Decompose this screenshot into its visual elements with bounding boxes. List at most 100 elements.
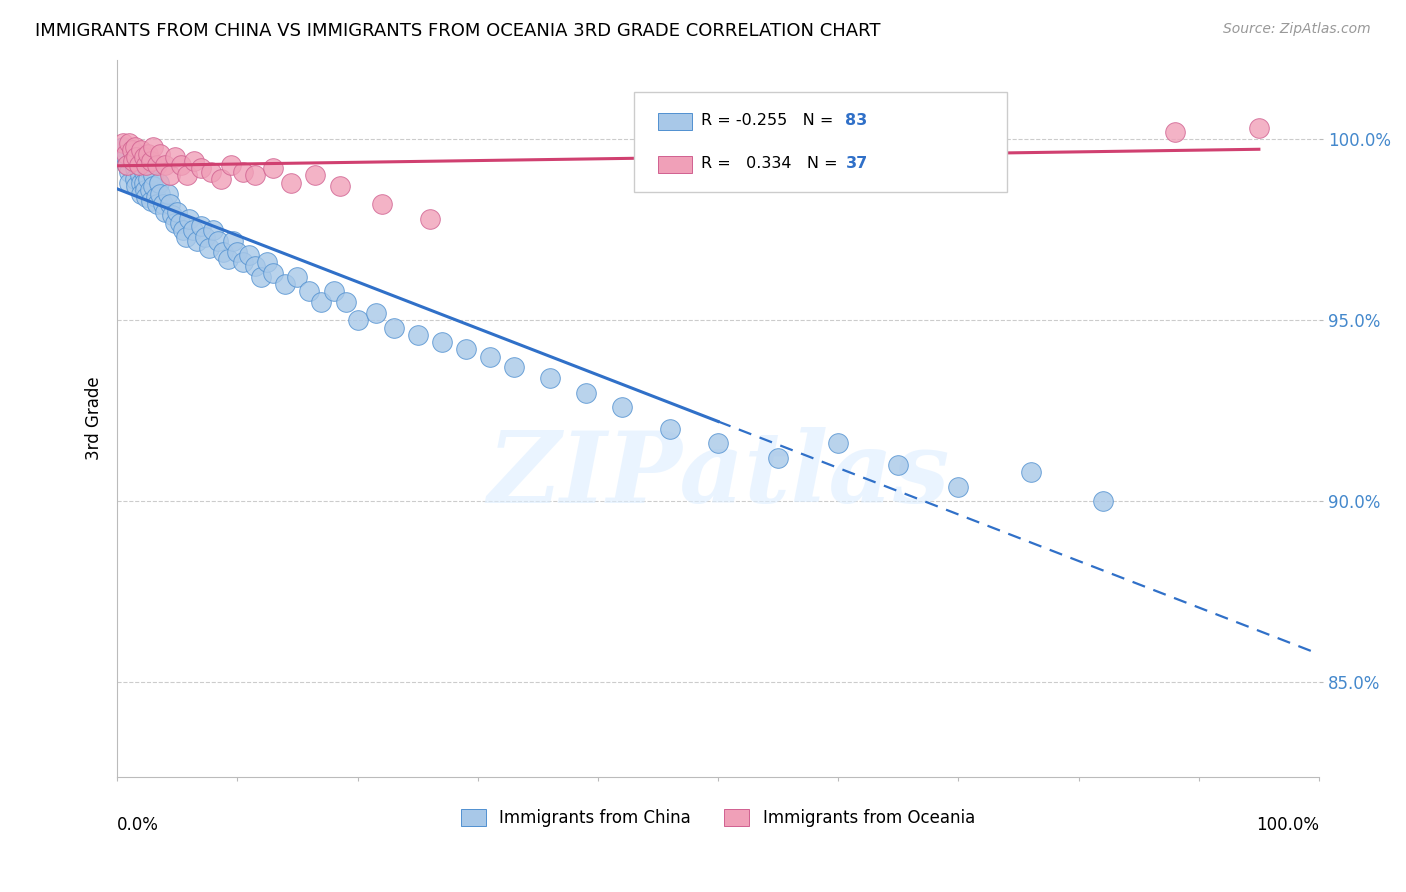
Point [146,158,169,172]
Point [1164,125,1187,139]
Text: 37: 37 [845,156,868,171]
Point [149,186,172,201]
Point [194,230,217,244]
Text: 100.0%: 100.0% [1256,816,1319,834]
Point [221,234,243,248]
Point [197,241,219,255]
Point [124,172,146,186]
Point [146,197,169,211]
Point [364,306,387,320]
Point [169,216,191,230]
Point [181,223,204,237]
Point [142,179,165,194]
Point [132,165,155,179]
Point [370,197,392,211]
Point [155,204,177,219]
Point [129,143,152,157]
Text: R = -0.255   N =: R = -0.255 N = [702,113,839,128]
Point [232,165,254,179]
Point [245,259,267,273]
Point [190,219,212,234]
Point [112,136,135,150]
Point [827,436,849,450]
Point [162,208,184,222]
Point [659,422,682,436]
Point [135,190,157,204]
Point [245,169,267,183]
Point [202,223,225,237]
Point [232,255,254,269]
Point [138,146,160,161]
Point [159,169,181,183]
Point [419,211,441,226]
Point [217,252,239,266]
Point [131,150,153,164]
Point [118,176,141,190]
FancyBboxPatch shape [634,92,1007,193]
Point [135,158,157,172]
Point [707,436,730,450]
Point [124,139,146,153]
Point [382,320,405,334]
Point [121,153,143,168]
Point [610,401,633,415]
Point [125,179,148,194]
Point [209,172,232,186]
Point [322,285,344,299]
Point [115,158,138,172]
Text: IMMIGRANTS FROM CHINA VS IMMIGRANTS FROM OCEANIA 3RD GRADE CORRELATION CHART: IMMIGRANTS FROM CHINA VS IMMIGRANTS FROM… [35,22,880,40]
Point [766,450,789,465]
Point [139,194,162,208]
Point [155,158,177,172]
Point [186,234,208,248]
Point [226,244,249,259]
Point [454,343,477,357]
Point [138,172,160,186]
Point [114,146,136,161]
Point [311,295,333,310]
Point [118,136,141,150]
Point [328,179,350,194]
Point [163,150,186,164]
Point [132,150,155,164]
Point [502,360,524,375]
Point [114,150,136,164]
Point [121,143,143,157]
Point [304,169,326,183]
Point [179,211,201,226]
Point [887,458,910,473]
Point [575,385,598,400]
Point [129,176,152,190]
Point [134,183,156,197]
Point [136,161,159,176]
Point [538,371,561,385]
Legend: Immigrants from China, Immigrants from Oceania: Immigrants from China, Immigrants from O… [454,803,981,834]
Point [121,143,143,157]
Bar [658,156,692,173]
Point [346,313,368,327]
Point [250,269,273,284]
Point [112,139,135,153]
Point [1091,494,1114,508]
Point [183,153,205,168]
Point [172,223,194,237]
Text: R =   0.334   N =: R = 0.334 N = [702,156,844,171]
Point [127,146,149,161]
Point [1247,121,1270,136]
Point [221,158,243,172]
Point [256,255,278,269]
Point [132,176,155,190]
Point [159,197,181,211]
Point [163,216,186,230]
Point [138,183,160,197]
Point [190,161,212,176]
Point [207,234,229,248]
Point [238,248,260,262]
Y-axis label: 3rd Grade: 3rd Grade [86,376,103,460]
Point [129,169,152,183]
Point [125,150,148,164]
Point [287,269,309,284]
Point [262,161,284,176]
Point [118,165,141,179]
Point [149,146,172,161]
